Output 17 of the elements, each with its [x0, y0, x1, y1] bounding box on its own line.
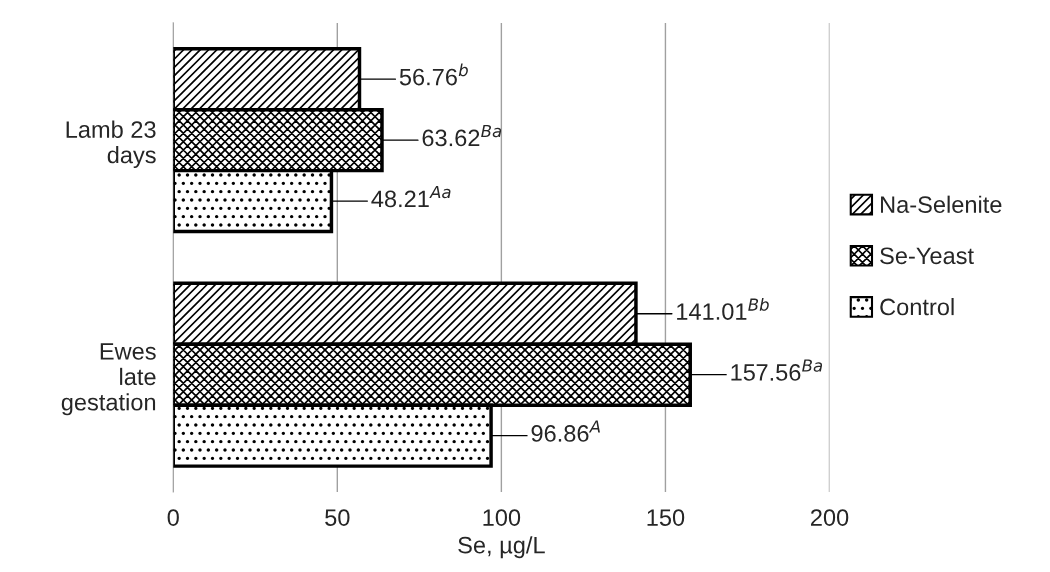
x-tick-label: 0 — [167, 509, 179, 526]
x-tick-label: 50 — [325, 509, 350, 526]
data-label: 48.21$^{Aa}$ — [371, 185, 451, 208]
x-tick-label: 100 — [483, 509, 521, 526]
x-axis-title: Se, µg/L — [458, 536, 545, 559]
data-label: 96.86$^{A}$ — [531, 420, 600, 442]
y-tick-label: Lamb 23 days — [66, 120, 156, 169]
legend-label: Control — [880, 297, 954, 316]
y-tick-label: Ewes late gestation — [61, 343, 156, 416]
data-label: 56.76$^{b}$ — [399, 63, 468, 86]
legend-label: Se-Yeast — [880, 247, 974, 265]
data-label: 157.56$^{Ba}$ — [731, 359, 823, 381]
data-label: 141.01$^{Bb}$ — [677, 298, 769, 320]
data-label: 63.62$^{Ba}$ — [422, 125, 502, 147]
legend-label: Na-Selenite — [881, 195, 1002, 213]
x-tick-label: 200 — [810, 509, 849, 526]
x-tick-label: 150 — [647, 509, 685, 526]
